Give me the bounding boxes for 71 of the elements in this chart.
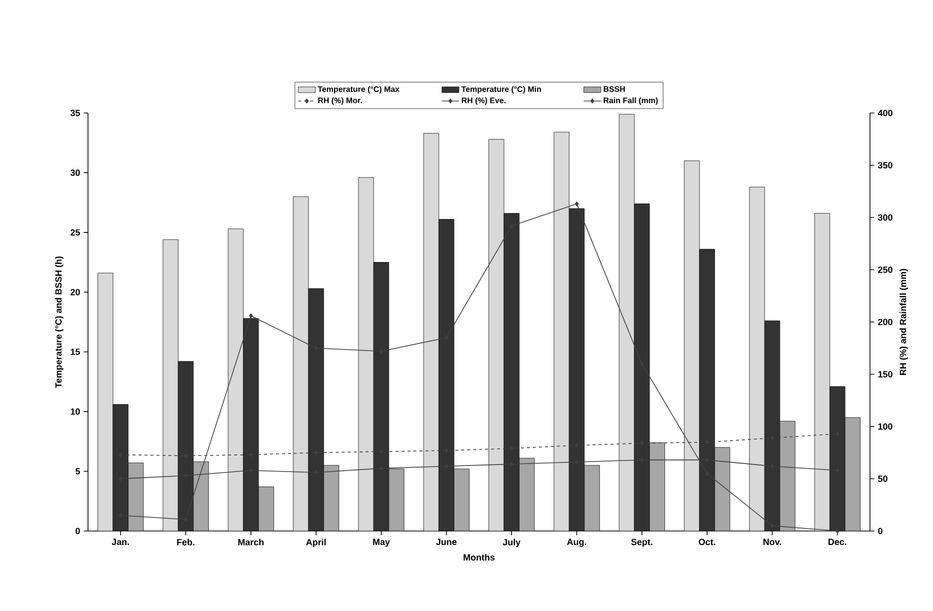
x-tick-label: Jan.: [112, 538, 129, 546]
x-axis-title: Months: [464, 554, 495, 561]
bar: [618, 114, 635, 531]
bar: [518, 458, 535, 531]
bar: [162, 239, 178, 531]
y-tick-label: 15: [70, 348, 80, 355]
y2-tick-label: 300: [878, 214, 892, 221]
bar: [844, 417, 860, 531]
y2-axis-title: RH (%) and Rainfall (mm): [900, 268, 908, 375]
y-tick-label: 30: [70, 170, 80, 176]
x-tick-label: Aug.: [567, 538, 586, 547]
bar: [438, 219, 454, 531]
y-tick-label: 35: [70, 110, 80, 116]
bar: [243, 318, 259, 531]
y2-tick-label: 150: [878, 371, 892, 378]
x-tick-label: March: [238, 538, 264, 546]
x-tick-label: July: [502, 538, 521, 548]
bar: [714, 447, 730, 531]
bar: [634, 204, 650, 531]
y-tick-label: 5: [76, 468, 80, 474]
bar: [699, 248, 715, 531]
y-tick-label: 25: [70, 229, 80, 236]
bar: [554, 132, 570, 531]
bar: [358, 177, 374, 531]
bar: [228, 228, 244, 531]
x-tick-label: Nov.: [763, 538, 782, 546]
bar: [814, 213, 830, 531]
point: [249, 313, 253, 318]
y-tick-label: 20: [70, 288, 80, 296]
x-tick-label: April: [306, 538, 326, 548]
point: [836, 528, 840, 534]
x-tick-label: Dec.: [828, 538, 846, 546]
bar: [98, 272, 114, 531]
bar: [649, 442, 665, 531]
y2-tick-label: 0: [878, 528, 882, 534]
x-tick-label: Oct.: [698, 538, 716, 546]
y2-tick-label: 50: [878, 476, 888, 482]
bar: [373, 262, 390, 531]
y2-tick-label: 350: [878, 162, 892, 168]
y-tick-label: 0: [76, 528, 80, 534]
bar: [258, 486, 274, 531]
bar: [830, 386, 846, 531]
x-tick-label: June: [436, 538, 457, 546]
bar: [568, 208, 585, 531]
y2-tick-label: 200: [878, 318, 892, 326]
y-axis-title: Temperature (°C) and BSSH (h): [55, 256, 64, 388]
bar: [178, 361, 194, 531]
bar: [293, 196, 309, 531]
bar: [488, 139, 504, 531]
bar: [584, 465, 600, 531]
bar: [764, 320, 780, 531]
bar: [749, 186, 765, 531]
y2-tick-label: 100: [878, 423, 892, 430]
bar: [112, 404, 128, 531]
y2-tick-label: 400: [878, 110, 892, 116]
x-tick-label: Sept.: [631, 538, 652, 547]
bar: [323, 465, 340, 531]
bar: [454, 468, 470, 531]
bar: [388, 468, 404, 531]
bar: [684, 160, 700, 531]
y-tick-label: 10: [70, 408, 80, 415]
bar: [423, 133, 440, 531]
point: [574, 202, 579, 206]
bar: [128, 462, 144, 531]
x-tick-label: Feb.: [177, 538, 194, 546]
x-tick-label: May: [373, 538, 390, 547]
bar: [780, 420, 796, 531]
bar: [193, 462, 209, 531]
bar: [308, 288, 324, 531]
bar: [504, 213, 520, 531]
y2-tick-label: 250: [878, 266, 892, 273]
